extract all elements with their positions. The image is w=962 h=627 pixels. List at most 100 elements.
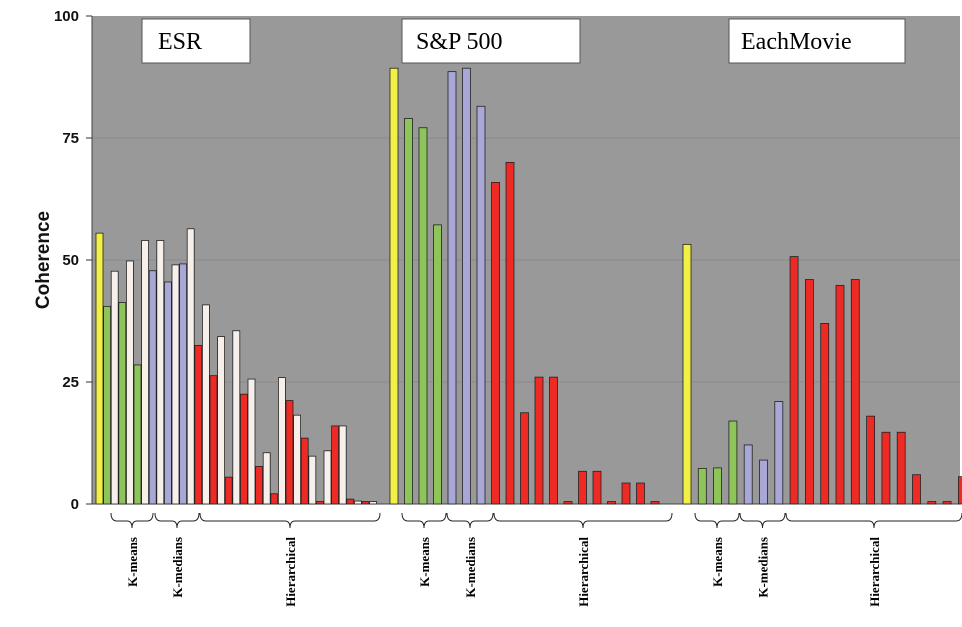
bar xyxy=(492,182,500,504)
bar xyxy=(248,379,255,504)
bar xyxy=(729,421,737,504)
bar xyxy=(821,323,829,504)
group-label: K-medians xyxy=(170,537,185,598)
group-label: K-means xyxy=(710,537,725,587)
bar xyxy=(104,306,111,504)
bar xyxy=(744,445,752,504)
bar xyxy=(180,264,187,504)
bar xyxy=(434,225,442,504)
bar xyxy=(622,483,630,504)
group-bracket xyxy=(695,513,739,528)
bar xyxy=(96,233,103,504)
bar xyxy=(309,456,316,504)
bar xyxy=(263,453,270,504)
bar xyxy=(111,271,118,504)
y-tick-label: 25 xyxy=(62,374,79,391)
dataset-title: S&P 500 xyxy=(416,29,502,55)
bar xyxy=(278,378,285,504)
bar xyxy=(240,394,247,504)
bar xyxy=(851,280,859,504)
group-label: Hierarchical xyxy=(576,537,591,607)
group-label: K-medians xyxy=(756,537,771,598)
bar xyxy=(172,265,179,504)
bar xyxy=(390,68,398,504)
bar xyxy=(651,502,659,504)
bar xyxy=(256,466,263,504)
bar xyxy=(134,365,141,504)
bar xyxy=(339,426,346,504)
bar xyxy=(928,502,936,504)
group-bracket xyxy=(740,513,785,528)
bar xyxy=(119,302,126,504)
group-label: K-means xyxy=(417,537,432,587)
bar xyxy=(463,68,471,504)
bar xyxy=(301,438,308,504)
bar xyxy=(714,468,722,504)
bar xyxy=(958,477,962,504)
bar xyxy=(271,494,278,504)
bar xyxy=(897,432,905,504)
bar xyxy=(218,337,225,504)
bar xyxy=(286,401,293,504)
bar xyxy=(775,402,783,504)
bar xyxy=(448,72,456,504)
bar xyxy=(405,118,413,504)
y-axis-label: Coherence xyxy=(33,211,54,309)
bar xyxy=(698,468,706,504)
bar xyxy=(324,451,331,504)
group-bracket xyxy=(402,513,446,528)
bar xyxy=(760,460,768,504)
bar xyxy=(867,416,875,504)
group-label: K-medians xyxy=(463,537,478,598)
bar xyxy=(535,377,543,504)
group-bracket xyxy=(494,513,672,528)
bar xyxy=(370,502,377,504)
dataset-title: ESR xyxy=(158,29,202,55)
bar xyxy=(506,162,514,504)
group-bracket xyxy=(200,513,380,528)
bar xyxy=(233,331,240,504)
bar xyxy=(362,502,369,504)
bar xyxy=(637,483,645,504)
bar xyxy=(347,499,354,504)
bar xyxy=(210,376,217,504)
bar xyxy=(419,128,427,504)
group-bracket xyxy=(786,513,962,528)
bar xyxy=(164,282,171,504)
bar xyxy=(521,413,529,504)
bar xyxy=(477,106,485,504)
bar xyxy=(805,280,813,504)
group-brackets: K-means K-medians Hierarchical K-means K-med… xyxy=(111,513,962,607)
bar xyxy=(202,305,209,504)
bar xyxy=(564,502,572,504)
bar xyxy=(579,471,587,504)
bar xyxy=(316,502,323,504)
bar xyxy=(943,502,951,504)
bar xyxy=(195,345,202,504)
y-tick-label: 100 xyxy=(54,8,79,25)
group-label: K-means xyxy=(125,537,140,587)
bar xyxy=(550,377,558,504)
group-bracket xyxy=(447,513,493,528)
y-tick-label: 75 xyxy=(62,130,79,147)
bar xyxy=(294,415,301,504)
bar xyxy=(790,257,798,504)
dataset-title: EachMovie xyxy=(741,29,852,55)
y-tick-label: 0 xyxy=(71,496,79,513)
bar xyxy=(913,475,921,504)
bar xyxy=(608,502,616,504)
bar xyxy=(187,229,194,504)
group-bracket xyxy=(111,513,153,528)
bar xyxy=(354,501,361,504)
y-tick-label: 50 xyxy=(62,252,79,269)
bar xyxy=(149,271,156,504)
bar xyxy=(126,261,133,504)
bar xyxy=(882,432,890,504)
group-label: Hierarchical xyxy=(283,537,298,607)
bar xyxy=(332,426,339,504)
bar xyxy=(142,240,149,504)
bar xyxy=(225,477,232,504)
bar xyxy=(157,240,164,504)
bar xyxy=(836,285,844,504)
